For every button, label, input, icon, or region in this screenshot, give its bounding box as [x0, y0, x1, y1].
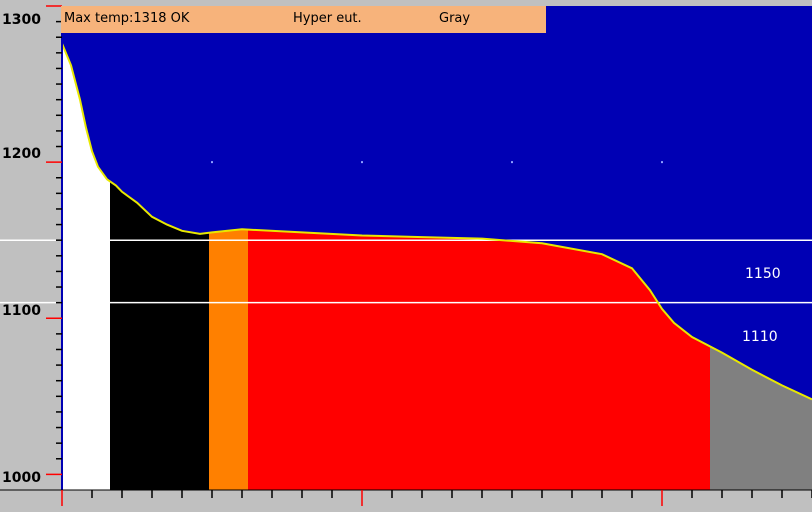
reference-line-label-1150: 1150	[745, 266, 781, 282]
reference-line-label-1110: 1110	[742, 329, 778, 345]
y-tick-label-1100: 1100	[2, 303, 41, 319]
region-solid	[710, 346, 812, 490]
y-tick-label-1000: 1000	[2, 470, 41, 486]
max-temp-text: Max temp:1318 OK	[64, 11, 190, 26]
region-liquid	[62, 43, 110, 490]
y-tick-label-1200: 1200	[2, 146, 41, 162]
grid-dot	[211, 161, 213, 164]
region-transition	[209, 229, 248, 491]
iron-type-text: Gray	[439, 11, 471, 26]
grid-dot	[361, 161, 363, 164]
x-axis-band	[0, 490, 812, 512]
temperature-curve	[61, 43, 812, 401]
status-bar: Max temp:1318 OK Hyper eut. Gray	[61, 6, 546, 33]
y-tick-label-1300: 1300	[2, 12, 41, 28]
region-eutectic	[248, 229, 710, 490]
classification-text: Hyper eut.	[293, 11, 362, 26]
region-primary	[110, 181, 209, 490]
grid-dot	[661, 161, 663, 164]
grid-dot	[511, 161, 513, 164]
